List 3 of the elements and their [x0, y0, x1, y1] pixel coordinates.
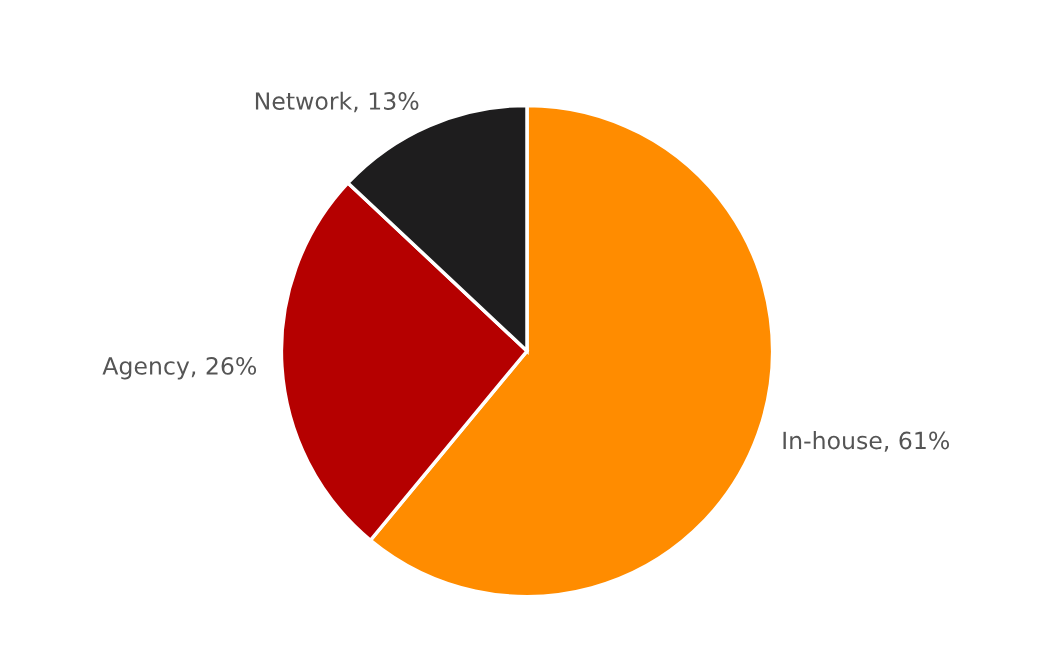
slice-label: Network, 13% [255, 91, 419, 113]
slice-label: In-house, 61% [783, 431, 950, 452]
slice-label: Agency, 26% [102, 356, 257, 380]
